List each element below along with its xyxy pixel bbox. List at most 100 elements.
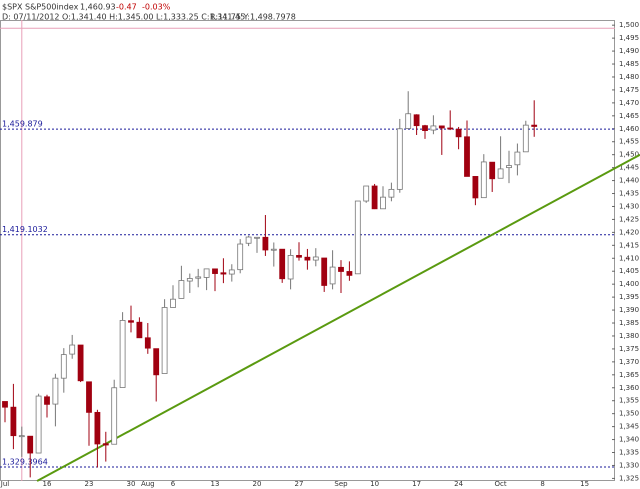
candle-body: [506, 165, 512, 169]
x-tick-label: Sep: [334, 480, 348, 488]
candle-body: [321, 257, 328, 286]
candle-body: [254, 236, 260, 239]
candle-body: [10, 406, 17, 437]
y-tick-label: 1,450: [619, 151, 639, 159]
candle-body: [27, 435, 34, 454]
candle-body: [388, 188, 395, 198]
y-tick-label: 1,345: [619, 423, 639, 431]
candle-body: [396, 128, 403, 190]
candle-body: [371, 185, 378, 210]
y-tick-label: 1,420: [619, 228, 639, 236]
candle-body: [245, 236, 252, 244]
y-tick-label: 1,395: [619, 293, 639, 301]
y-tick-label: 1,415: [619, 241, 639, 249]
candle-body: [119, 320, 126, 388]
candle-body: [338, 266, 344, 272]
candle-body: [497, 168, 504, 179]
candle-body: [111, 387, 118, 445]
candle-body: [220, 272, 227, 275]
y-tick-label: 1,430: [619, 202, 639, 210]
candle-body: [102, 443, 109, 446]
x-tick-label: 6: [171, 480, 176, 488]
candle-body: [472, 176, 479, 199]
y-tick-label: 1,485: [619, 60, 639, 68]
x-tick-label: 30: [127, 480, 136, 488]
candle-body: [296, 255, 302, 258]
change: -0.47: [116, 3, 137, 12]
candle-body: [380, 196, 386, 210]
y-tick-label: 1,355: [619, 397, 639, 405]
y-tick-label: 1,425: [619, 215, 639, 223]
x-tick-label: Jul: [0, 480, 9, 488]
candle-body: [186, 278, 193, 282]
y-tick-label: 1,400: [619, 280, 639, 288]
candle-body: [77, 344, 84, 382]
last-price: 1,460.93: [80, 3, 116, 12]
y-tick-label: 1,375: [619, 345, 639, 353]
candle-body: [2, 401, 8, 408]
candle-body: [455, 128, 462, 138]
candle-body: [170, 298, 176, 308]
y-tick-label: 1,445: [619, 164, 639, 172]
candle-body: [195, 276, 202, 279]
candle-body: [203, 268, 210, 278]
candle-body: [363, 185, 370, 202]
y-tick-label: 1,350: [619, 410, 639, 418]
candle-body: [94, 411, 101, 445]
readout: R:11.75 Y:1,498.7978: [210, 13, 296, 22]
y-tick-label: 1,360: [619, 384, 639, 392]
candle-body: [422, 125, 428, 131]
y-tick-label: 1,460: [619, 125, 639, 133]
x-tick-label: 23: [85, 480, 94, 488]
x-tick-label: Oct: [495, 480, 507, 488]
candle-body: [228, 269, 235, 275]
candle-body: [312, 256, 319, 261]
candle-body: [86, 381, 92, 413]
y-tick-label: 1,470: [619, 99, 639, 107]
x-tick-label: 27: [295, 480, 304, 488]
candle-body: [237, 243, 244, 271]
candle-body: [212, 268, 218, 274]
x-tick-label: 17: [412, 480, 421, 488]
y-tick-label: 1,490: [619, 47, 639, 55]
x-tick-label: 8: [540, 480, 544, 488]
y-tick-label: 1,365: [619, 371, 639, 379]
y-tick-label: 1,455: [619, 138, 639, 146]
candle-body: [354, 200, 361, 275]
candle-body: [438, 125, 445, 129]
candle-body: [44, 396, 50, 405]
candle-body: [279, 248, 286, 280]
y-tick-label: 1,325: [619, 474, 639, 482]
candle-body: [304, 256, 311, 261]
candle-body: [144, 337, 151, 349]
x-tick-label: 16: [43, 480, 52, 488]
x-tick-label: 15: [580, 480, 589, 488]
level-label: 1,329.3964: [2, 458, 48, 467]
candle-body: [270, 248, 277, 251]
candle-body: [161, 307, 168, 374]
x-tick-label: 10: [370, 480, 379, 488]
candle-body: [128, 320, 134, 323]
y-tick-label: 1,340: [619, 436, 639, 444]
candle-body: [153, 348, 160, 376]
candle-body: [405, 113, 412, 129]
change-pct: -0.03%: [142, 3, 171, 12]
candle-body: [287, 255, 294, 280]
cursor-readout: D: 07/11/2012 O:1,341.40 H:1,345.00 L:1,…: [2, 13, 245, 22]
y-tick-label: 1,390: [619, 306, 639, 314]
candle-body: [480, 161, 487, 199]
y-tick-label: 1,480: [619, 73, 639, 81]
y-tick-label: 1,380: [619, 332, 639, 340]
candle-body: [178, 280, 185, 299]
y-tick-label: 1,335: [619, 449, 639, 457]
y-tick-label: 1,405: [619, 267, 639, 275]
candle-body: [35, 395, 42, 454]
candle-body: [522, 124, 529, 153]
x-tick-label: 13: [211, 480, 220, 488]
y-tick-label: 1,410: [619, 254, 639, 262]
y-tick-label: 1,500: [619, 21, 639, 29]
level-label: 1,459.879: [2, 120, 43, 129]
candle-body: [60, 354, 67, 379]
